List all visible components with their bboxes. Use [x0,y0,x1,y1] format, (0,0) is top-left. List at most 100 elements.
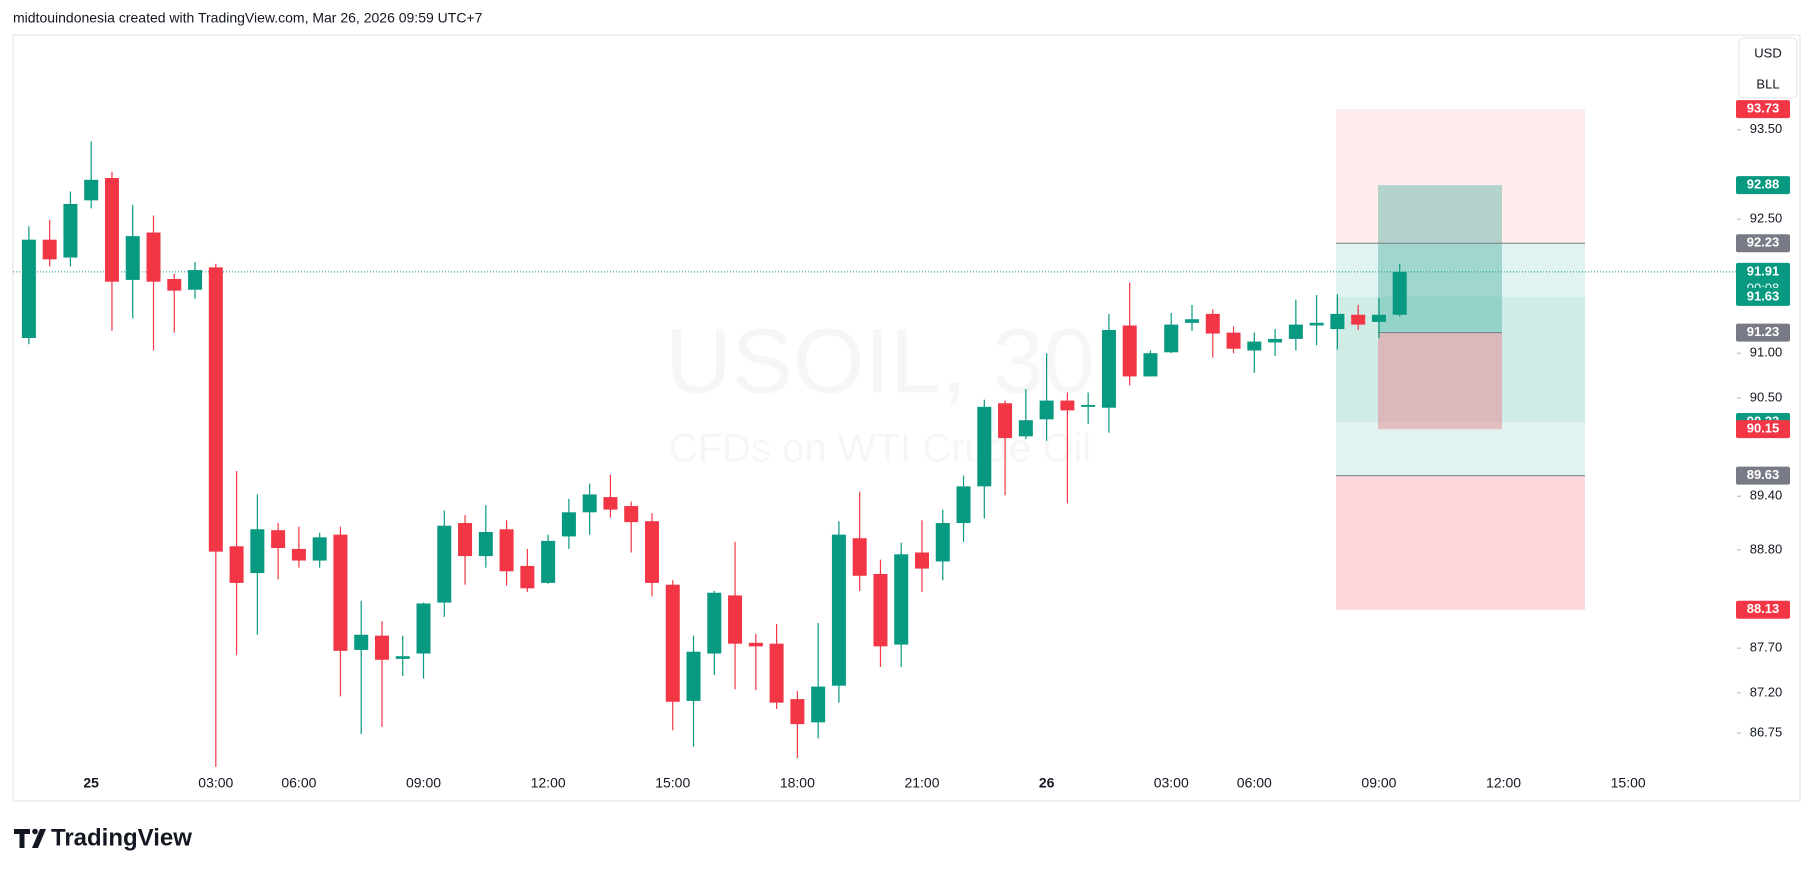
candle-body [1226,332,1241,349]
candle-body [977,406,992,487]
price-tag [1736,466,1790,485]
x-tick-label: 12:00 [531,775,566,791]
candle-body [1309,322,1324,326]
candle-body [894,554,909,645]
candle-body [1288,324,1303,339]
candle-body [811,686,826,723]
candle-body [1143,353,1158,377]
y-tick-label: 92.50 [1750,211,1783,226]
candle-body [437,525,452,603]
candle-body [1392,271,1407,315]
position-zone [1336,109,1585,244]
candle-body [208,267,223,552]
y-tick-label: 86.75 [1750,725,1783,740]
y-tick-label: 87.20 [1750,684,1783,699]
candle-body [665,584,680,702]
candle-body [1060,400,1075,411]
candle-body [374,635,389,660]
candle-body [831,534,846,686]
logo-mark [32,828,38,835]
plot: 93.50 92.50 91.00 90.50 89.40 88.80 87.70 87.20… [13,100,1790,791]
price-tag-label: 91.91 [1747,263,1780,278]
currency-button[interactable]: USD [1754,45,1781,60]
candle-body [790,699,805,725]
position-zone [1336,243,1585,476]
y-tick-label: 87.70 [1750,640,1783,655]
x-tick-label: 09:00 [406,775,441,791]
candle-body [354,634,369,650]
price-tag-label: 91.23 [1747,324,1780,339]
candle-body [582,494,597,513]
candle-body [395,656,410,659]
x-tick-label: 09:00 [1361,775,1396,791]
candle-body [63,203,78,258]
candle-body [603,497,618,510]
x-tick-label: 26 [1039,775,1055,791]
candle-body [935,523,950,562]
x-tick-label: 03:00 [198,775,233,791]
candle-body [167,279,182,291]
position-zone [1378,332,1502,430]
candle-body [561,512,576,537]
x-tick-label: 15:00 [1611,775,1646,791]
candle-body [1351,314,1366,325]
candle-body [229,546,244,583]
candle-body [84,179,99,201]
y-tick-label: 89.40 [1750,488,1783,503]
candle-body [541,540,556,583]
price-tag [1736,287,1790,306]
currency-button[interactable]: BLL [1756,76,1779,91]
y-tick-label: 93.50 [1750,121,1783,136]
candle-body [624,506,639,523]
price-tag-label: 92.88 [1747,177,1780,192]
candle-body [914,552,929,569]
candle-body [499,529,514,572]
y-tick-label: 91.00 [1750,345,1783,360]
price-tag [1736,234,1790,253]
candle-body [416,603,431,654]
chart-frame [12,34,1801,802]
price-tag-label: 88.13 [1747,601,1780,616]
candle-body [333,534,348,651]
x-tick-label: 12:00 [1486,775,1521,791]
candle-body [1205,313,1220,334]
candle-body [21,239,36,339]
candle-body [1268,338,1283,343]
candle-body [478,531,493,557]
x-tick-label: 06:00 [1237,775,1272,791]
candle-body [686,651,701,701]
candle-body [728,595,743,644]
price-tag [1736,600,1790,619]
watermark-title: USOIL, 30 [665,310,1095,412]
x-tick-label: 15:00 [655,775,690,791]
price-tag [1736,323,1790,342]
candle-body [769,643,784,703]
candle-body [188,270,203,290]
candle-body [1164,324,1179,353]
candle-body [271,530,286,549]
price-tag-label: 90.15 [1747,421,1780,436]
x-tick-label: 03:00 [1154,775,1189,791]
position-zone [1336,475,1585,610]
candle-body [852,538,867,576]
price-tag-label: 92.23 [1747,235,1780,250]
candle-body [42,239,57,260]
logo-mark [32,829,46,848]
candle-body [956,486,971,524]
y-tick-label: 88.80 [1750,541,1783,556]
candle-body [707,592,722,654]
credit: midtouindonesia created with TradingView… [13,10,483,26]
candle-body [644,521,659,583]
candle-body [146,232,161,282]
candle-body [312,537,327,561]
candle-body [520,565,535,589]
y-tick-label: 90.50 [1750,389,1783,404]
brand: TradingView [51,824,192,851]
candle-body [1371,314,1386,322]
candle-body [998,403,1013,439]
position-tools [1336,109,1585,610]
price-tag [1736,100,1790,119]
logo: TradingView [14,824,192,851]
